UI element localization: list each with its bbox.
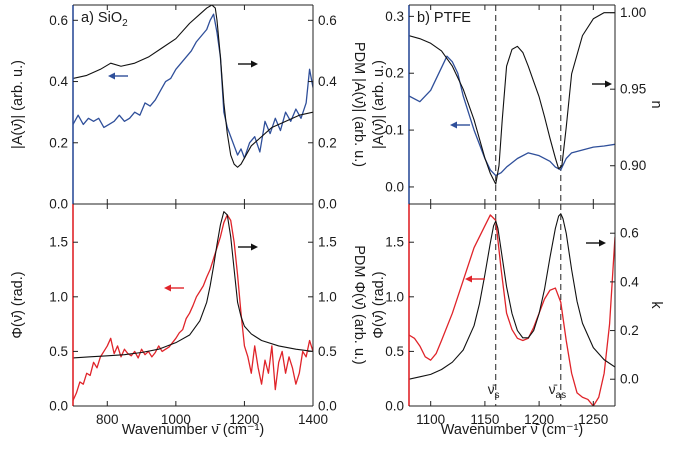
- arrowhead-right-black: [251, 60, 258, 68]
- left-tick-label: 0.2: [49, 135, 68, 150]
- arrowhead-left-blue: [450, 121, 457, 129]
- x-tick-label: 1250: [578, 412, 608, 427]
- panel-label: b) PTFE: [417, 10, 471, 26]
- left-axis-title: |A(ν̄)| (arb. u.): [371, 60, 387, 149]
- series-line-b_bottom-red: [409, 214, 615, 406]
- series-line-b_top-black: [409, 12, 615, 185]
- series-line-a_top-blue: [73, 13, 313, 159]
- x-tick-label: 1400: [298, 412, 328, 427]
- vline-label-s: ν̄s: [488, 382, 500, 401]
- left-tick-label: 0.5: [385, 344, 404, 359]
- series-group-a_bottom: [73, 211, 313, 401]
- right-axis-title: PDM |A(ν̄)| (arb. u.): [351, 42, 367, 167]
- x-tick-label: 800: [96, 412, 119, 427]
- panel-b_bottom: 0.0 0.5 1.0 1.5 0.0 0.2 0.4 0.6 1100 1150 1200 1250…: [371, 203, 664, 438]
- left-tick-label: 0.1: [385, 123, 404, 138]
- series-line-a_top-black: [73, 5, 313, 168]
- x-tick-label: 1150: [470, 412, 499, 427]
- left-tick-label: 1.0: [49, 289, 68, 304]
- left-axis-title: Φ(ν̄) (rad.): [371, 271, 387, 338]
- right-tick-label: 0.6: [620, 226, 639, 241]
- left-tick-label: 0.2: [385, 66, 404, 81]
- right-tick-label: 0.5: [318, 344, 337, 359]
- vline-label-as: ν̄as: [549, 382, 566, 401]
- right-tick-label: 0.90: [620, 158, 646, 173]
- left-tick-label: 0.0: [385, 399, 404, 414]
- right-tick-label: 0.0: [318, 197, 337, 212]
- series-group-b_bottom: [409, 213, 615, 406]
- panel-a_bottom: 0.0 0.5 1.0 1.5 0.0 0.5 1.0 1.5 800 1000 1200 1400 Φ…: [10, 203, 367, 438]
- series-line-a_bottom-red: [73, 214, 313, 401]
- series-line-a_bottom-black: [73, 211, 313, 359]
- arrowhead-right-black: [599, 239, 606, 247]
- left-tick-label: 0.0: [49, 197, 68, 212]
- left-axis-title: Φ(ν̄) (rad.): [10, 271, 26, 338]
- left-axis-title: |A(ν̄)| (arb. u.): [10, 60, 26, 149]
- right-tick-label: 0.95: [620, 82, 646, 97]
- arrowhead-right-black: [605, 80, 612, 88]
- left-tick-label: 0.0: [385, 179, 404, 194]
- series-group-b_top: [409, 12, 615, 185]
- right-tick-label: 0.2: [318, 135, 337, 150]
- series-group-a_top: [73, 5, 313, 168]
- right-tick-label: 0.0: [620, 372, 639, 387]
- right-tick-label: 0.4: [620, 274, 639, 289]
- right-tick-label: 1.5: [318, 235, 337, 250]
- arrowhead-left-blue: [108, 72, 115, 80]
- left-tick-label: 0.0: [49, 399, 68, 414]
- right-tick-label: 0.0: [318, 399, 337, 414]
- left-tick-label: 0.5: [49, 344, 68, 359]
- x-tick-label: 1000: [161, 412, 191, 427]
- series-line-b_top-blue: [409, 55, 615, 177]
- left-tick-label: 1.5: [49, 235, 68, 250]
- x-tick-label: 1200: [524, 412, 554, 427]
- right-tick-label: 0.6: [318, 13, 337, 28]
- right-tick-label: 0.4: [318, 74, 337, 89]
- panel-a_top: 0.0 0.2 0.4 0.6 0.0 0.2 0.4 0.6 |A(ν̄)| (arb. u.…: [10, 4, 367, 212]
- panel-b_top: 0.0 0.1 0.2 0.3 0.90 0.95 1.00 |A(ν̄)| (arb. u.…: [371, 4, 664, 205]
- x-axis-title: Wavenumber ν̄ (cm⁻¹): [122, 422, 264, 438]
- left-tick-label: 1.0: [385, 289, 404, 304]
- left-tick-label: 0.6: [49, 13, 68, 28]
- left-tick-label: 1.5: [385, 235, 404, 250]
- arrowhead-right-black: [251, 243, 258, 251]
- arrowhead-left-red: [465, 275, 472, 283]
- right-tick-label: 1.0: [318, 289, 337, 304]
- series-line-b_bottom-black: [409, 213, 615, 380]
- right-axis-title: n: [648, 100, 664, 108]
- x-tick-label: 1100: [416, 412, 445, 427]
- right-axis-title: PDM Φ(ν̄) (arb. u.): [351, 245, 367, 365]
- arrowhead-left-red: [164, 284, 171, 292]
- x-axis-title: Wavenumber ν̄ (cm⁻¹): [441, 422, 583, 438]
- left-tick-label: 0.4: [49, 74, 68, 89]
- right-axis-title: k: [648, 301, 664, 309]
- panel-label: a) SiO2: [81, 10, 128, 29]
- right-tick-label: 0.2: [620, 323, 639, 338]
- x-tick-label: 1200: [229, 412, 259, 427]
- left-tick-label: 0.3: [385, 9, 404, 24]
- right-tick-label: 1.00: [620, 5, 646, 20]
